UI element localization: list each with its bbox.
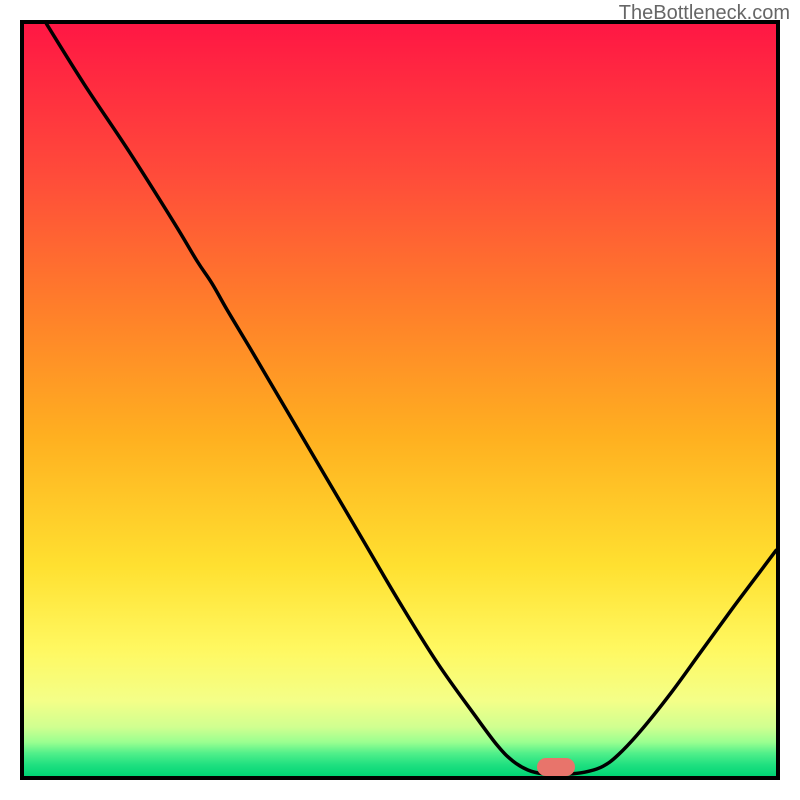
chart-frame [20, 20, 780, 780]
bottleneck-curve [24, 24, 776, 776]
plot-area [24, 24, 776, 776]
watermark-text: TheBottleneck.com [619, 2, 790, 25]
sweet-spot-marker [537, 758, 575, 776]
